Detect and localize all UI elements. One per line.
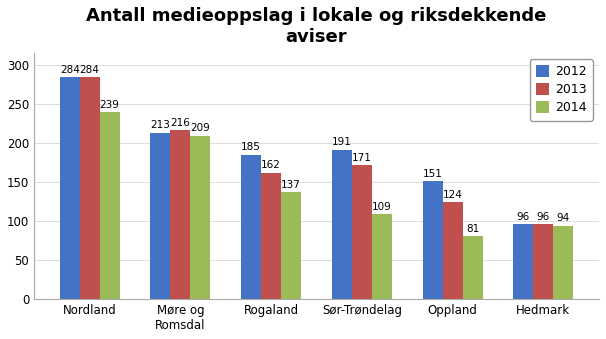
Bar xyxy=(462,236,482,299)
Text: 171: 171 xyxy=(352,153,372,163)
Text: 216: 216 xyxy=(170,118,190,128)
Bar xyxy=(80,77,99,299)
Text: 109: 109 xyxy=(372,202,391,212)
Text: 96: 96 xyxy=(517,212,530,222)
Bar xyxy=(352,165,372,299)
Bar xyxy=(261,173,281,299)
Text: 162: 162 xyxy=(261,160,281,170)
Text: 284: 284 xyxy=(60,65,79,75)
Bar xyxy=(60,77,80,299)
Text: 284: 284 xyxy=(80,65,99,75)
Bar xyxy=(150,133,170,299)
Text: 124: 124 xyxy=(443,190,462,200)
Bar xyxy=(372,214,392,299)
Bar xyxy=(513,224,533,299)
Text: 239: 239 xyxy=(100,100,119,110)
Bar xyxy=(443,202,462,299)
Text: 209: 209 xyxy=(190,123,210,134)
Bar xyxy=(170,130,190,299)
Text: 137: 137 xyxy=(281,180,301,190)
Bar xyxy=(553,226,573,299)
Bar xyxy=(332,150,352,299)
Text: 94: 94 xyxy=(557,213,570,223)
Bar xyxy=(190,136,210,299)
Bar xyxy=(533,224,553,299)
Bar xyxy=(281,192,301,299)
Text: 213: 213 xyxy=(150,120,170,130)
Text: 81: 81 xyxy=(466,223,479,234)
Bar xyxy=(99,112,119,299)
Text: 191: 191 xyxy=(332,138,352,147)
Legend: 2012, 2013, 2014: 2012, 2013, 2014 xyxy=(530,59,593,121)
Bar xyxy=(241,155,261,299)
Title: Antall medieoppslag i lokale og riksdekkende
aviser: Antall medieoppslag i lokale og riksdekk… xyxy=(87,7,547,46)
Text: 185: 185 xyxy=(241,142,261,152)
Text: 151: 151 xyxy=(423,169,442,179)
Bar xyxy=(423,181,443,299)
Text: 96: 96 xyxy=(537,212,550,222)
